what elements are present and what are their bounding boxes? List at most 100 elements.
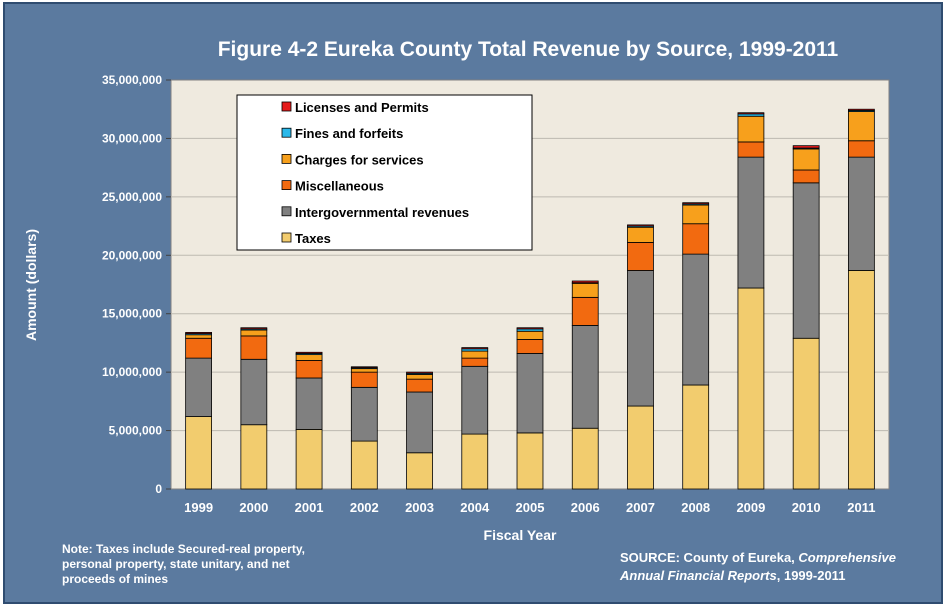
bar-licenses-and-permits-2000: [240, 327, 268, 330]
legend-label-taxes: Taxes: [295, 231, 331, 246]
footnote: Note: Taxes include Secured-real propert…: [62, 542, 305, 586]
bar-intergovernmental-revenues-2003: [406, 391, 433, 454]
bar-taxes-2010: [792, 337, 820, 490]
x-tick-label: 2011: [847, 500, 875, 515]
bar-charges-for-services-2002: [350, 368, 378, 373]
legend-swatch-licenses-and-permits: [281, 101, 292, 112]
bar-licenses-and-permits-2001: [295, 351, 323, 354]
x-tick-label: 2009: [736, 500, 765, 515]
legend-swatch-fines-and-forfeits: [281, 127, 292, 138]
x-axis-ticks: 1999 2000 2001 2002 2003 2004 2005 2006 2007 2008…: [184, 500, 875, 515]
bar-charges-for-services-2008: [682, 204, 710, 225]
y-tick-label: 20,000,000: [102, 248, 162, 262]
y-tick-label: 10,000,000: [102, 365, 162, 379]
bar-miscellaneous-2011: [848, 140, 875, 158]
x-tick-label: 2002: [350, 500, 379, 515]
source-line-1: SOURCE: County of Eureka, Comprehensive: [620, 550, 896, 565]
bar-intergovernmental-revenues-2004: [461, 365, 489, 435]
y-tick-label: 0: [155, 482, 162, 496]
y-axis-label: Amount (dollars): [23, 229, 39, 341]
bar-intergovernmental-revenues-2008: [682, 253, 710, 386]
legend-label-charges-for-services: Charges for services: [295, 152, 424, 167]
bar-licenses-and-permits-2009: [737, 112, 765, 115]
source-suffix: , 1999-2011: [777, 568, 846, 583]
legend-label-licenses-and-permits: Licenses and Permits: [295, 100, 429, 115]
bar-miscellaneous-2004: [461, 357, 489, 367]
bar-taxes-2009: [737, 287, 765, 490]
legend-label-fines-and-forfeits: Fines and forfeits: [295, 126, 403, 141]
legend-label-miscellaneous: Miscellaneous: [295, 179, 384, 194]
bar-licenses-and-permits-1999: [185, 332, 212, 334]
footnote-line-1: Note: Taxes include Secured-real propert…: [62, 542, 305, 556]
bar-taxes-2007: [627, 405, 654, 490]
legend-box: [236, 94, 533, 251]
y-tick-label: 15,000,000: [102, 307, 162, 321]
bar-series: [185, 108, 875, 490]
bar-charges-for-services-2001: [295, 354, 323, 361]
bar-miscellaneous-2010: [792, 169, 820, 184]
bar-intergovernmental-revenues-2001: [295, 377, 323, 430]
bar-licenses-and-permits-2008: [682, 202, 710, 205]
legend-swatch-miscellaneous: [281, 180, 292, 191]
bar-charges-for-services-2010: [792, 148, 820, 171]
bar-charges-for-services-2000: [240, 329, 268, 337]
bar-charges-for-services-2007: [627, 226, 654, 243]
x-tick-label: 1999: [184, 500, 213, 515]
y-tick-label: 25,000,000: [102, 190, 162, 204]
footnote-line-2: personal property, state unitary, and ne…: [62, 557, 290, 571]
bar-licenses-and-permits-2003: [406, 371, 433, 374]
legend-label-intergovernmental-revenues: Intergovernmental revenues: [295, 205, 469, 220]
bar-charges-for-services-1999: [185, 334, 212, 339]
legend-swatch-intergovernmental-revenues: [281, 206, 292, 217]
bar-miscellaneous-2003: [406, 378, 433, 393]
bar-licenses-and-permits-2002: [350, 366, 378, 369]
x-tick-label: 2006: [571, 500, 600, 515]
source-title-part-1: Comprehensive: [798, 550, 896, 565]
y-tick-label: 5,000,000: [109, 424, 163, 438]
bar-taxes-2003: [406, 452, 433, 490]
x-tick-label: 2004: [460, 500, 490, 515]
bar-miscellaneous-2005: [516, 339, 544, 354]
bar-miscellaneous-2002: [350, 371, 378, 388]
bar-licenses-and-permits-2005: [516, 327, 544, 330]
bar-taxes-2011: [848, 270, 875, 490]
chart-title: Figure 4-2 Eureka County Total Revenue b…: [218, 38, 839, 61]
source-title-part-2: Annual Financial Reports: [619, 568, 777, 583]
bar-taxes-2001: [295, 429, 323, 490]
source-prefix: SOURCE: County of Eureka,: [620, 550, 798, 565]
footnote-line-3: proceeds of mines: [62, 572, 168, 586]
x-tick-label: 2008: [681, 500, 710, 515]
x-tick-label: 2001: [295, 500, 324, 515]
bar-miscellaneous-2001: [295, 360, 323, 379]
bar-intergovernmental-revenues-2010: [792, 182, 820, 339]
y-tick-label: 30,000,000: [102, 131, 162, 145]
bar-miscellaneous-1999: [185, 337, 212, 359]
bar-taxes-2004: [461, 433, 489, 490]
bar-intergovernmental-revenues-2006: [571, 324, 599, 429]
bar-intergovernmental-revenues-2009: [737, 156, 765, 289]
bar-miscellaneous-2009: [737, 141, 765, 158]
bar-intergovernmental-revenues-2002: [350, 386, 378, 442]
bar-taxes-2005: [516, 432, 544, 490]
bar-intergovernmental-revenues-2007: [627, 270, 654, 407]
bar-charges-for-services-2011: [848, 111, 875, 142]
bar-charges-for-services-2005: [516, 330, 544, 340]
bar-intergovernmental-revenues-1999: [185, 357, 212, 417]
bar-charges-for-services-2004: [461, 350, 489, 359]
legend-swatch-charges-for-services: [281, 153, 292, 164]
source-note: SOURCE: County of Eureka, Comprehensive …: [619, 550, 896, 583]
legend: Licenses and Permits Fines and forfeits Ch…: [236, 94, 533, 251]
x-tick-label: 2000: [239, 500, 268, 515]
x-tick-label: 2007: [626, 500, 655, 515]
x-axis-label: Fiscal Year: [484, 527, 557, 543]
bar-taxes-2002: [350, 440, 378, 490]
x-tick-label: 2005: [516, 500, 545, 515]
bar-licenses-and-permits-2010: [792, 145, 820, 149]
bar-licenses-and-permits-2007: [627, 224, 654, 227]
bar-taxes-2000: [240, 424, 268, 490]
legend-swatch-taxes: [281, 232, 292, 243]
bar-intergovernmental-revenues-2005: [516, 353, 544, 434]
y-tick-label: 35,000,000: [102, 73, 162, 87]
bar-miscellaneous-2000: [240, 335, 268, 360]
y-axis-ticks: 0 5,000,000 10,000,000 15,000,000 20,000,000…: [102, 73, 171, 496]
